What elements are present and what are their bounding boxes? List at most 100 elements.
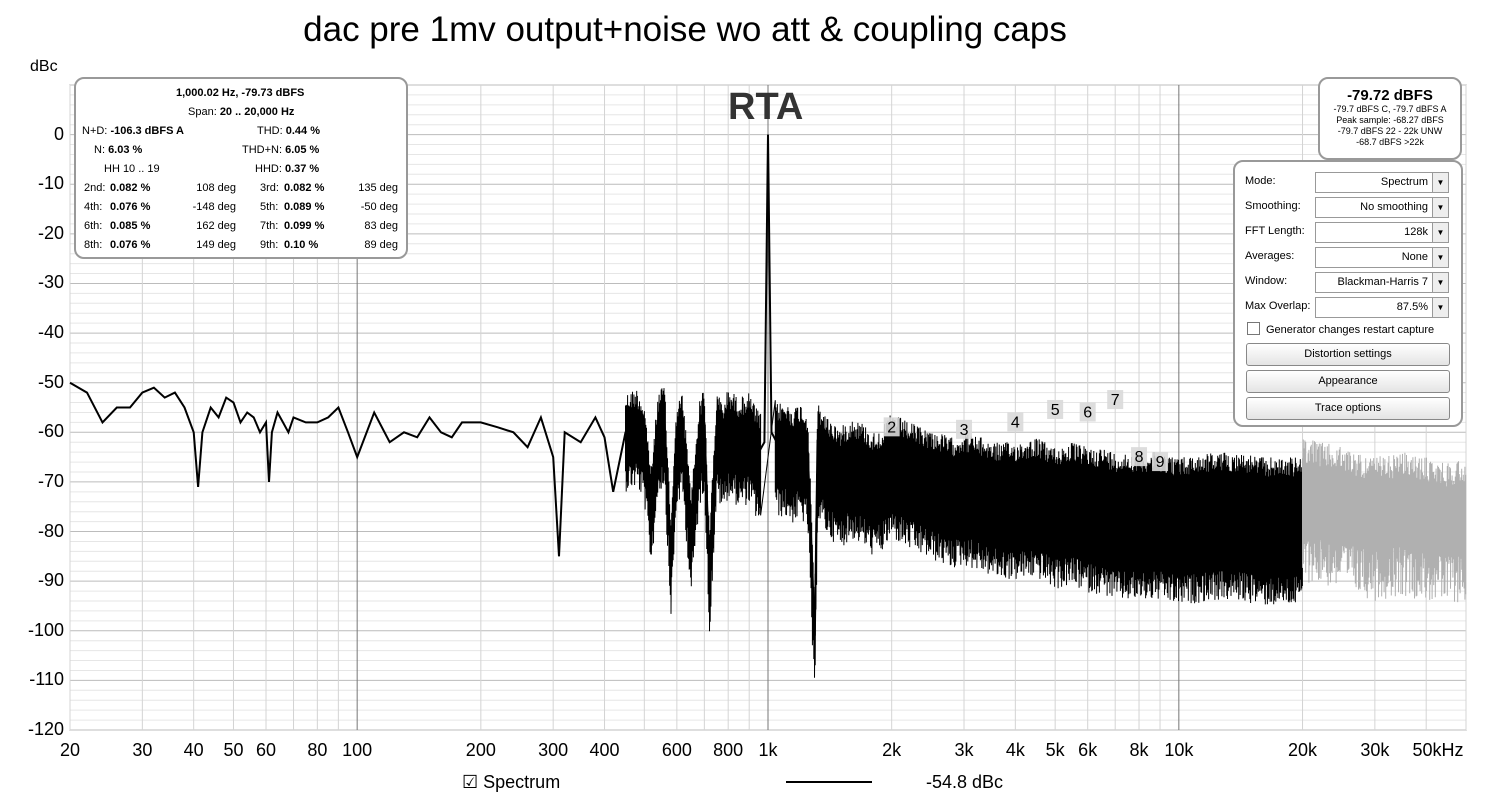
harmonic-v2-cell: 0.099 %	[284, 220, 325, 232]
max-overlap-label: Max Overlap:	[1245, 300, 1311, 312]
harmonic-v2-cell: 0.10 %	[284, 239, 319, 251]
y-tick-label: -30	[37, 272, 64, 293]
legend-line-swatch	[786, 781, 872, 783]
checkbox-unchecked-icon[interactable]	[1247, 322, 1260, 335]
x-tick-label: 10k	[1164, 740, 1194, 760]
x-tick-label: 30k	[1360, 740, 1390, 760]
thdn-value: 6.05 %	[285, 144, 320, 156]
y-tick-label: 0	[53, 123, 64, 144]
harmonic-d2-cell: 135 deg	[358, 182, 398, 194]
harmonic-l1-cell: 8th:	[84, 239, 103, 251]
harmonic-marker-label-3: 3	[960, 422, 969, 439]
fft-length-label: FFT Length:	[1245, 225, 1305, 237]
chevron-down-icon[interactable]: ▼	[1432, 273, 1448, 292]
averages-select[interactable]: None ▼	[1315, 247, 1449, 268]
harmonic-l2-cell: 5th:	[260, 201, 279, 213]
x-tick-label: 6k	[1078, 740, 1098, 760]
fft-length-select[interactable]: 128k ▼	[1315, 222, 1449, 243]
window-row: Window: Blackman-Harris 7 ▼	[1245, 272, 1451, 293]
harmonic-d2-cell: 83 deg	[364, 220, 398, 232]
window-select-value: Blackman-Harris 7	[1337, 276, 1428, 288]
out-of-span-trace	[1302, 439, 1467, 603]
smoothing-label: Smoothing:	[1245, 200, 1301, 212]
chevron-down-icon[interactable]: ▼	[1432, 173, 1448, 192]
harmonic-d1-cell: 149 deg	[196, 239, 236, 251]
smoothing-row: Smoothing: No smoothing ▼	[1245, 197, 1451, 218]
y-tick-label: -120	[27, 719, 64, 739]
smoothing-select-value: No smoothing	[1360, 201, 1428, 213]
y-tick-label: -60	[37, 421, 64, 442]
harmonic-v1-cell: 0.076 %	[110, 201, 151, 213]
appearance-button[interactable]: Appearance	[1246, 370, 1450, 393]
smoothing-select[interactable]: No smoothing ▼	[1315, 197, 1449, 218]
x-tick-label: 800	[713, 740, 744, 760]
x-tick-label: 8k	[1129, 740, 1149, 760]
chevron-down-icon[interactable]: ▼	[1432, 248, 1448, 267]
noise-value: 6.03 %	[108, 144, 143, 156]
harmonic-v2-cell: 0.089 %	[284, 201, 325, 213]
hhd-readout: HHD: 0.37 %	[255, 163, 319, 175]
y-tick-label: -80	[37, 520, 64, 541]
chevron-down-icon[interactable]: ▼	[1432, 198, 1448, 217]
span-readout: Span: 20 .. 20,000 Hz	[188, 106, 294, 118]
harmonic-l1-cell: 2nd:	[84, 182, 106, 194]
harmonic-v2-cell: 0.082 %	[284, 182, 325, 194]
x-tick-label: 400	[589, 740, 620, 760]
window-label: Window:	[1245, 275, 1288, 287]
harmonic-d2-cell: 89 deg	[364, 239, 398, 251]
level-above-22k: -68.7 dBFS >22k	[1356, 137, 1424, 147]
max-overlap-select[interactable]: 87.5% ▼	[1315, 297, 1449, 318]
thd-value: 0.44 %	[285, 125, 320, 137]
thdn-readout: THD+N: 6.05 %	[242, 144, 319, 156]
harmonic-marker-label-9: 9	[1156, 454, 1165, 471]
nd-label: N+D:	[82, 125, 108, 137]
legend-series-name: Spectrum	[483, 772, 561, 792]
distortion-settings-button[interactable]: Distortion settings	[1246, 343, 1450, 366]
generator-restart-checkbox[interactable]: Generator changes restart capture	[1247, 322, 1434, 336]
thdn-label: THD+N:	[242, 144, 283, 156]
level-weighted: -79.7 dBFS C, -79.7 dBFS A	[1333, 104, 1447, 114]
y-tick-label: -50	[37, 371, 64, 392]
chevron-down-icon[interactable]: ▼	[1432, 223, 1448, 242]
harmonic-d1-cell: 108 deg	[196, 182, 236, 194]
nd-value: -106.3 dBFS A	[110, 125, 184, 137]
span-label: Span:	[188, 106, 217, 118]
harmonic-v1-cell: 0.085 %	[110, 220, 151, 232]
x-tick-label: 40	[183, 740, 204, 760]
harmonic-l1-cell: 6th:	[84, 220, 103, 232]
harmonic-d1-cell: 162 deg	[196, 220, 236, 232]
x-tick-label: 50	[223, 740, 244, 760]
averages-label: Averages:	[1245, 250, 1295, 262]
legend-cursor-value: -54.8 dBc	[926, 772, 1004, 792]
hh-range-label: HH 10 .. 19	[104, 163, 160, 175]
trace-options-button[interactable]: Trace options	[1246, 397, 1450, 420]
level-main-value: -79.72 dBFS	[1347, 87, 1433, 104]
y-tick-label: -110	[29, 669, 64, 690]
chevron-down-icon[interactable]: ▼	[1432, 298, 1448, 317]
harmonic-marker-label-8: 8	[1135, 449, 1144, 466]
mode-select[interactable]: Spectrum ▼	[1315, 172, 1449, 193]
harmonic-l1-cell: 4th:	[84, 201, 103, 213]
y-tick-label: -100	[27, 619, 64, 640]
legend-spectrum-toggle[interactable]: ☑ Spectrum	[462, 772, 560, 793]
y-tick-label: -20	[37, 222, 64, 243]
thd-readout: THD: 0.44 %	[257, 125, 320, 137]
x-tick-label: 30	[132, 740, 153, 760]
x-tick-label: 4k	[1005, 740, 1025, 760]
checkbox-checked-icon[interactable]: ☑	[462, 772, 479, 792]
fundamental-readout: 1,000.02 Hz, -79.73 dBFS	[176, 87, 305, 99]
mode-label: Mode:	[1245, 175, 1276, 187]
y-tick-label: -90	[37, 570, 64, 591]
harmonic-d2-cell: -50 deg	[360, 201, 398, 213]
harmonic-marker-3	[956, 419, 973, 439]
max-overlap-select-value: 87.5%	[1396, 301, 1428, 313]
window-select[interactable]: Blackman-Harris 7 ▼	[1315, 272, 1449, 293]
averages-select-value: None	[1401, 251, 1428, 263]
harmonic-l2-cell: 9th:	[260, 239, 279, 251]
harmonic-marker-label-7: 7	[1111, 392, 1120, 409]
averages-row: Averages: None ▼	[1245, 247, 1451, 268]
chart-title: dac pre 1mv output+noise wo att & coupli…	[303, 10, 1067, 49]
harmonic-marker-8	[1131, 447, 1148, 467]
x-tick-label: 3k	[954, 740, 974, 760]
x-tick-label: 600	[661, 740, 692, 760]
